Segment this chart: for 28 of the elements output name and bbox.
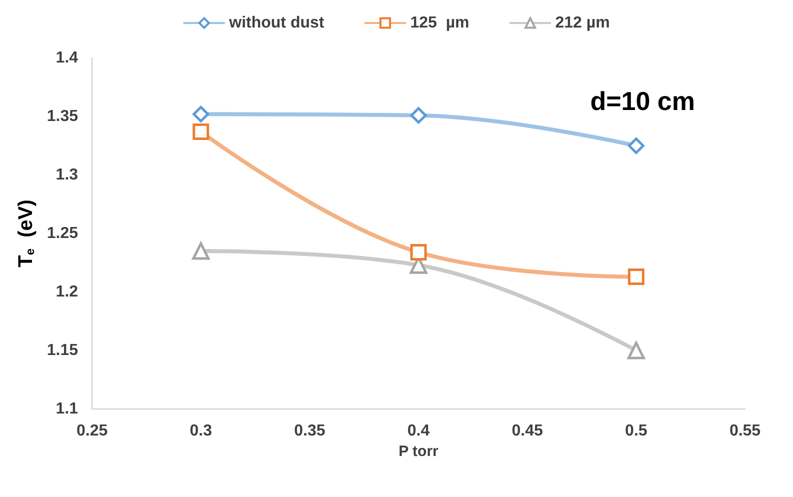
y-tick-label: 1.35 [46, 108, 78, 125]
x-tick-label: 0.25 [76, 422, 108, 440]
y-tick-label: 1.25 [46, 225, 78, 242]
y-axis-title: Te (eV) [15, 200, 37, 268]
y-tick-label: 1.4 [56, 50, 78, 66]
point [192, 123, 210, 140]
legend-label: without dust [228, 14, 325, 32]
legend-label: 125 µm [410, 14, 470, 32]
legend-label: 212 µm [555, 14, 610, 32]
y-tick-label: 1.3 [56, 166, 78, 184]
x-tick-label: 0.4 [407, 422, 430, 440]
x-tick-label: 0.35 [294, 422, 326, 440]
x-tick-label: 0.55 [729, 422, 761, 440]
annotation: d=10 cm [590, 86, 696, 116]
point [628, 138, 644, 154]
point [192, 106, 210, 122]
y-tick-label: 1.15 [46, 342, 78, 359]
y-tick-label: 1.2 [56, 284, 78, 300]
x-tick-label: 0.5 [625, 422, 648, 440]
point [192, 242, 210, 260]
y-tick-label: 1.1 [56, 400, 78, 418]
point [410, 107, 427, 124]
x-tick-label: 0.45 [512, 422, 544, 440]
x-tick-label: 0.3 [190, 422, 212, 440]
x-axis-title: P torr [398, 442, 439, 460]
point [628, 268, 644, 286]
point [627, 342, 645, 360]
point [410, 244, 427, 260]
